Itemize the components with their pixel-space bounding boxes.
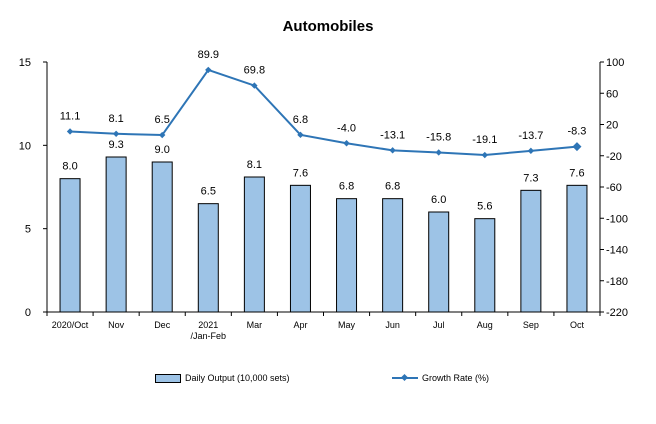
x-tick-label: Nov (108, 320, 125, 330)
line-data-label: 6.8 (293, 114, 308, 126)
right-tick-label: 100 (606, 57, 624, 69)
bar (289, 184, 311, 313)
growth-point (572, 142, 582, 152)
bar-data-label: 6.8 (339, 181, 354, 193)
line-data-label: -8.3 (567, 126, 586, 138)
x-tick-label: Aug (477, 320, 493, 330)
growth-point (343, 140, 350, 147)
x-tick-label: 2020/Oct (52, 320, 89, 330)
growth-point (66, 128, 74, 135)
bar-data-label: 6.0 (431, 194, 446, 206)
bar (105, 156, 127, 313)
line-data-label: 89.9 (198, 49, 219, 61)
growth-point (389, 147, 396, 154)
growth-point (112, 130, 120, 137)
line-data-label: 8.1 (108, 113, 123, 125)
x-tick-label: Apr (293, 320, 307, 330)
bar (566, 184, 588, 313)
bar (382, 198, 404, 313)
bar-data-label: 7.3 (523, 172, 538, 184)
x-tick-label: /Jan-Feb (191, 331, 227, 341)
line-data-label: -13.7 (518, 130, 543, 142)
bar (336, 198, 358, 313)
right-tick-label: -220 (606, 307, 628, 319)
bar (520, 189, 542, 313)
bar-data-label: 7.6 (293, 167, 308, 179)
growth-point (251, 82, 258, 89)
chart-title: Automobiles (282, 18, 374, 35)
bar (428, 211, 450, 313)
right-tick-label: -20 (606, 151, 622, 163)
line-series (66, 66, 582, 159)
right-tick-label: -180 (606, 276, 628, 288)
bar (197, 203, 219, 313)
bar-data-label: 7.6 (569, 167, 584, 179)
line-data-label: 6.5 (155, 114, 170, 126)
x-tick-label: Jun (385, 320, 400, 330)
bar (243, 176, 265, 313)
line-data-label: -15.8 (426, 131, 451, 143)
x-tick-label: 2021 (198, 320, 218, 330)
legend-line-swatch (392, 374, 418, 382)
x-tick-label: Mar (247, 320, 263, 330)
left-tick-label: 10 (19, 140, 31, 152)
growth-line (69, 68, 578, 157)
left-tick-label: 5 (25, 224, 31, 236)
line-data-label: 69.8 (244, 65, 265, 77)
bar-data-label: 6.8 (385, 181, 400, 193)
bar-data-label: 5.6 (477, 201, 492, 213)
bar-data-label: 9.3 (108, 139, 123, 151)
x-tick-label: Sep (523, 320, 539, 330)
growth-point (527, 147, 535, 155)
line-data-label: -13.1 (380, 129, 405, 141)
bar-data-label: 8.1 (247, 159, 262, 171)
bar (151, 161, 173, 313)
bar-data-label: 9.0 (155, 144, 170, 156)
growth-point (159, 131, 166, 139)
left-tick-label: 0 (25, 307, 31, 319)
x-tick-label: May (338, 320, 356, 330)
growth-point (481, 151, 488, 159)
right-tick-label: 20 (606, 120, 618, 132)
legend-bar-entry: Daily Output (10,000 sets) (155, 373, 290, 383)
legend-bar-label: Daily Output (10,000 sets) (185, 373, 290, 383)
growth-point (297, 131, 304, 139)
right-tick-label: 60 (606, 88, 618, 100)
growth-point (205, 66, 212, 74)
x-tick-label: Dec (154, 320, 171, 330)
legend-line-label: Growth Rate (%) (422, 373, 490, 383)
line-data-label: -19.1 (472, 134, 497, 146)
left-tick-label: 15 (19, 57, 31, 69)
line-data-label: -4.0 (337, 122, 356, 134)
growth-point (435, 149, 442, 156)
chart-axes: 0 5 10 15 -220 -180 -140 -100 -60 -20 20 60 100 2020/… (19, 57, 628, 341)
bar-series (59, 156, 588, 313)
bar (474, 218, 496, 313)
bar (59, 178, 81, 313)
right-tick-label: -140 (606, 245, 628, 257)
x-tick-label: Oct (570, 320, 585, 330)
legend-line-entry: Growth Rate (%) (392, 373, 489, 383)
x-tick-label: Jul (433, 320, 445, 330)
line-data-label: 11.1 (60, 110, 81, 122)
bar-data-label: 6.5 (201, 186, 216, 198)
right-tick-label: -60 (606, 182, 622, 194)
data-labels: 8.0 9.3 9.0 6.5 8.1 7.6 6.8 6.8 6.0 5.6 7.3 7.6 11.1… (60, 49, 587, 213)
legend-bar-swatch (155, 373, 181, 383)
right-tick-label: -100 (606, 213, 628, 225)
bar-data-label: 8.0 (62, 161, 77, 173)
